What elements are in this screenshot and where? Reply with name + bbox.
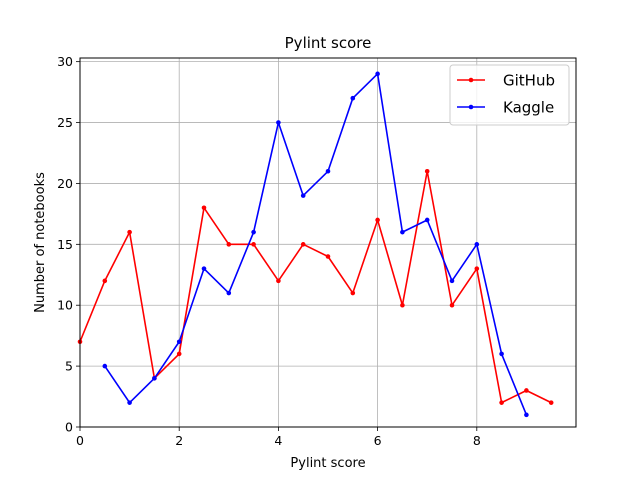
y-axis-label: Number of notebooks: [33, 172, 48, 313]
data-point-github: [449, 302, 455, 308]
data-point-kaggle: [499, 351, 504, 357]
x-tick-label: 0: [76, 433, 84, 448]
data-point-kaggle: [449, 278, 455, 284]
data-point-github: [424, 168, 430, 174]
data-point-kaggle: [226, 290, 232, 296]
x-tick-label: 2: [175, 433, 183, 448]
data-point-kaggle: [350, 95, 356, 101]
legend-marker-kaggle: [468, 104, 474, 110]
data-point-kaggle: [424, 217, 430, 223]
y-tick-label: 20: [57, 176, 73, 191]
series-line-github: [79, 170, 552, 404]
data-point-github: [176, 351, 182, 357]
data-point-github: [201, 205, 207, 211]
legend-marker-github: [468, 77, 474, 83]
data-point-github: [325, 254, 331, 259]
x-tick-label: 4: [274, 433, 282, 448]
data-point-github: [102, 278, 108, 284]
legend: GitHub Kaggle: [449, 64, 570, 126]
x-axis-label: Pylint score: [290, 456, 365, 471]
data-point-github: [499, 400, 504, 405]
data-point-kaggle: [325, 168, 331, 174]
data-point-kaggle: [474, 242, 480, 247]
data-point-kaggle: [201, 266, 207, 271]
y-tick-label: 15: [57, 237, 73, 252]
chart-title: Pylint score: [285, 34, 372, 52]
x-tick-label: 6: [374, 433, 382, 448]
data-point-github: [251, 242, 256, 247]
y-tick-label: 25: [57, 115, 73, 130]
data-point-kaggle: [400, 229, 405, 235]
y-tick-label: 5: [65, 359, 73, 374]
series-layer: [77, 71, 554, 418]
data-point-kaggle: [276, 120, 281, 125]
y-tick-label: 10: [57, 298, 73, 313]
data-point-kaggle: [300, 193, 306, 198]
x-tick-label: 8: [473, 433, 481, 448]
data-point-kaggle: [524, 412, 529, 418]
data-point-kaggle: [375, 71, 380, 77]
data-point-kaggle: [127, 400, 132, 405]
data-point-github: [300, 242, 306, 247]
data-point-github: [276, 278, 281, 284]
data-point-github: [350, 290, 356, 296]
plot-frame: [79, 57, 577, 428]
y-tick-label: 30: [57, 54, 73, 69]
data-point-kaggle: [102, 363, 108, 369]
data-point-github: [400, 302, 405, 308]
data-point-github: [474, 266, 480, 271]
data-point-github: [548, 400, 554, 405]
y-tick-label: 0: [65, 420, 73, 435]
legend-label-github: GitHub: [503, 72, 555, 90]
data-point-github: [375, 217, 380, 223]
legend-label-kaggle: Kaggle: [503, 99, 554, 117]
data-point-kaggle: [251, 229, 256, 235]
data-point-kaggle: [176, 339, 182, 345]
data-point-kaggle: [152, 375, 157, 381]
data-point-github: [226, 242, 232, 247]
data-point-github: [127, 229, 132, 235]
axis-ticks: 0 2 4 6 8 0 5 10 15 20 25 30: [57, 54, 481, 448]
series-line-kaggle: [104, 73, 528, 416]
data-point-github: [524, 388, 529, 393]
